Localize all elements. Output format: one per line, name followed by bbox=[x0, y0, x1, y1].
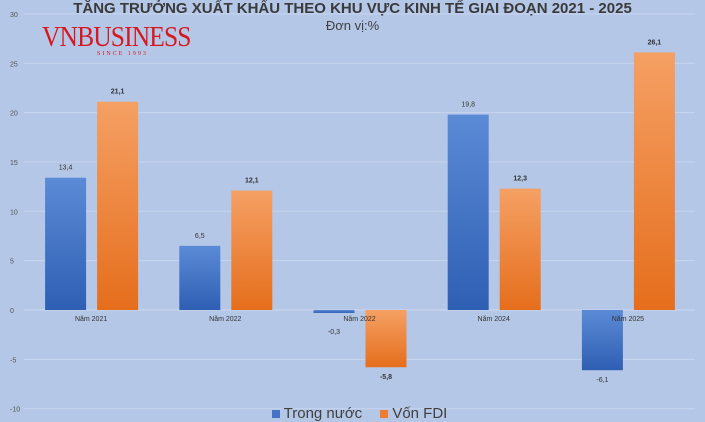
bar-fdi bbox=[231, 190, 273, 310]
data-label: 19,8 bbox=[461, 102, 475, 109]
chart-title: TĂNG TRƯỞNG XUẤT KHẨU THEO KHU VỰC KINH … bbox=[73, 0, 632, 17]
x-tick-label: Năm 2022 bbox=[343, 316, 375, 323]
y-tick-label: 5 bbox=[10, 259, 14, 266]
bar-fdi bbox=[365, 310, 407, 368]
bar-domestic bbox=[447, 114, 489, 310]
logo-brand: VNBUSINESS bbox=[42, 21, 191, 53]
legend: Trong nước Vốn FDI bbox=[0, 405, 705, 422]
data-label: -5,8 bbox=[380, 374, 392, 381]
x-tick-label: Năm 2021 bbox=[75, 316, 107, 323]
legend-swatch-fdi bbox=[380, 410, 389, 418]
x-tick-label: Năm 2022 bbox=[209, 316, 241, 323]
legend-label-domestic: Trong nước bbox=[283, 405, 363, 422]
y-tick-label: -10 bbox=[10, 407, 20, 414]
y-tick-label: -5 bbox=[10, 357, 16, 364]
y-tick-label: 0 bbox=[10, 308, 14, 315]
bar-fdi bbox=[97, 101, 139, 310]
logo-since: SINCE 1993 bbox=[97, 51, 148, 57]
data-label: 12,3 bbox=[513, 176, 527, 183]
x-tick-label: Năm 2025 bbox=[612, 316, 644, 323]
data-label: 21,1 bbox=[111, 89, 125, 96]
bar-fdi bbox=[633, 52, 675, 310]
bar-domestic bbox=[581, 310, 623, 371]
vnbusiness-logo: VNBUSINESS SINCE 1993 bbox=[42, 22, 211, 57]
data-label: 26,1 bbox=[648, 39, 662, 46]
data-label: -0,3 bbox=[328, 329, 340, 336]
x-tick-label: Năm 2024 bbox=[478, 316, 510, 323]
data-label: -6,1 bbox=[596, 377, 608, 384]
chart-subtitle: Đơn vị:% bbox=[325, 18, 380, 33]
bar-fdi bbox=[499, 188, 541, 310]
data-label: 13,4 bbox=[59, 165, 73, 172]
bar-domestic bbox=[45, 177, 87, 310]
bar-domestic bbox=[313, 310, 355, 313]
bar-domestic bbox=[179, 245, 221, 310]
legend-swatch-domestic bbox=[271, 410, 280, 418]
legend-label-fdi: Vốn FDI bbox=[392, 405, 448, 422]
y-tick-label: 20 bbox=[10, 111, 18, 118]
data-label: 6,5 bbox=[195, 233, 205, 240]
y-tick-label: 30 bbox=[10, 12, 18, 19]
y-tick-label: 10 bbox=[10, 209, 18, 216]
data-label: 12,1 bbox=[245, 178, 259, 185]
y-tick-label: 25 bbox=[10, 61, 18, 68]
y-tick-label: 15 bbox=[10, 160, 18, 167]
